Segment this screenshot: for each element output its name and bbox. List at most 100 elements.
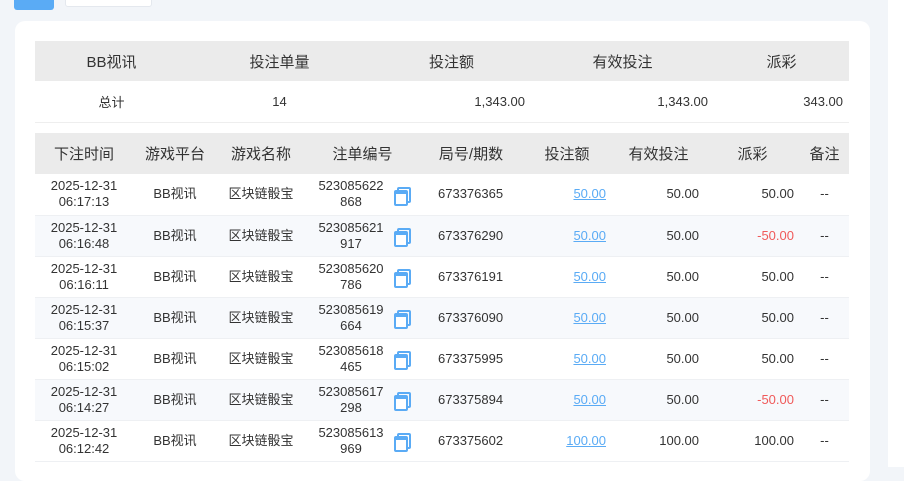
bet-id-part2: 298 (340, 399, 362, 415)
table-row: 2025-12-31 06:17:13 BB视讯 区块链骰宝 523085622 8… (35, 174, 849, 216)
summary-total-label: 总计 (35, 81, 188, 123)
bet-clock: 06:17:13 (58, 194, 110, 210)
copy-icon[interactable] (393, 351, 411, 370)
valid-bet: 50.00 (612, 338, 705, 380)
payout: 50.00 (705, 174, 800, 216)
copy-icon[interactable] (393, 269, 411, 288)
bet-time: 2025-12-31 06:16:11 (35, 256, 133, 298)
note: -- (800, 379, 849, 421)
bet-clock: 06:15:02 (58, 358, 110, 374)
copy-icon[interactable] (393, 392, 411, 411)
summary-header-bet: 投注额 (371, 41, 531, 81)
bet-id-part1: 523085617 (318, 383, 384, 399)
bet-id-part2: 917 (340, 235, 362, 251)
note: -- (800, 256, 849, 298)
note: -- (800, 297, 849, 339)
bet-clock: 06:12:42 (58, 440, 110, 456)
header-platform: 游戏平台 (133, 133, 217, 174)
header-game-name: 游戏名称 (217, 133, 305, 174)
game-name: 区块链骰宝 (217, 420, 305, 462)
copy-icon[interactable] (393, 228, 411, 247)
game-name: 区块链骰宝 (217, 256, 305, 298)
bet-amount-link[interactable]: 50.00 (573, 186, 606, 202)
summary-payout: 343.00 (714, 81, 849, 123)
round-number: 673375894 (420, 379, 522, 421)
platform: BB视讯 (133, 379, 217, 421)
note: -- (800, 420, 849, 462)
copy-icon[interactable] (393, 186, 411, 206)
scrollbar[interactable] (888, 0, 904, 467)
game-name: 区块链骰宝 (217, 379, 305, 421)
bet-id-part1: 523085613 (318, 424, 384, 440)
payout: 50.00 (705, 297, 800, 339)
bet-time: 2025-12-31 06:12:42 (35, 420, 133, 462)
summary-table: BB视讯 投注单量 投注额 有效投注 派彩 总计 14 1,343.00 1,3… (35, 41, 849, 123)
valid-bet: 50.00 (612, 215, 705, 257)
copy-icon[interactable] (393, 433, 411, 452)
table-row: 2025-12-31 06:16:48 BB视讯 区块链骰宝 523085621 9… (35, 215, 849, 257)
table-row: 2025-12-31 06:15:02 BB视讯 区块链骰宝 523085618 4… (35, 338, 849, 380)
table-row: 2025-12-31 06:12:42 BB视讯 区块链骰宝 523085613 9… (35, 420, 849, 462)
note: -- (800, 215, 849, 257)
table-row: 2025-12-31 06:16:11 BB视讯 区块链骰宝 523085620 7… (35, 256, 849, 298)
game-name: 区块链骰宝 (217, 297, 305, 339)
platform: BB视讯 (133, 297, 217, 339)
summary-count: 14 (188, 81, 371, 123)
bet-amount-link[interactable]: 50.00 (573, 391, 606, 407)
platform: BB视讯 (133, 215, 217, 257)
summary-valid: 1,343.00 (531, 81, 714, 123)
header-bet-time: 下注时间 (35, 133, 133, 174)
bet-id-part1: 523085621 (318, 219, 384, 235)
payout: -50.00 (705, 215, 800, 257)
bet-time: 2025-12-31 06:15:02 (35, 338, 133, 380)
valid-bet: 50.00 (612, 297, 705, 339)
bet-clock: 06:15:37 (58, 317, 110, 333)
bet-amount-link[interactable]: 50.00 (573, 309, 606, 325)
bet-amount-link[interactable]: 100.00 (566, 432, 606, 448)
tab-button-active[interactable] (14, 0, 54, 10)
bet-id-cell: 523085622 868 (305, 174, 420, 216)
platform: BB视讯 (133, 256, 217, 298)
round-number: 673375602 (420, 420, 522, 462)
bet-time: 2025-12-31 06:17:13 (35, 174, 133, 216)
bet-id-part2: 786 (340, 276, 362, 292)
platform: BB视讯 (133, 420, 217, 462)
bet-id-part2: 868 (340, 194, 362, 210)
bet-id-cell: 523085618 465 (305, 338, 420, 380)
summary-header-payout: 派彩 (714, 41, 849, 81)
bet-id-cell: 523085617 298 (305, 379, 420, 421)
platform: BB视讯 (133, 338, 217, 380)
copy-icon[interactable] (393, 310, 411, 329)
bet-id-part1: 523085619 (318, 301, 384, 317)
valid-bet: 50.00 (612, 379, 705, 421)
header-note: 备注 (800, 133, 849, 174)
bet-amount-link[interactable]: 50.00 (573, 268, 606, 284)
bet-amount-link[interactable]: 50.00 (573, 227, 606, 243)
note: -- (800, 174, 849, 216)
header-payout: 派彩 (705, 133, 800, 174)
bet-id-cell: 523085613 969 (305, 420, 420, 462)
round-number: 673376090 (420, 297, 522, 339)
payout: 50.00 (705, 256, 800, 298)
bet-id-part1: 523085618 (318, 342, 384, 358)
bet-id-part2: 969 (340, 440, 362, 456)
game-name: 区块链骰宝 (217, 174, 305, 216)
bet-date: 2025-12-31 (50, 260, 118, 276)
bet-clock: 06:14:27 (58, 399, 110, 415)
payout: -50.00 (705, 379, 800, 421)
bet-clock: 06:16:11 (59, 276, 109, 292)
round-number: 673375995 (420, 338, 522, 380)
bet-time: 2025-12-31 06:15:37 (35, 297, 133, 339)
tab-button[interactable] (65, 0, 152, 7)
bet-time: 2025-12-31 06:14:27 (35, 379, 133, 421)
payout: 100.00 (705, 420, 800, 462)
payout: 50.00 (705, 338, 800, 380)
bet-amount-link[interactable]: 50.00 (573, 350, 606, 366)
round-number: 673376365 (420, 174, 522, 216)
bet-id-part1: 523085620 (318, 260, 384, 276)
summary-bet: 1,343.00 (371, 81, 531, 123)
bet-id-cell: 523085620 786 (305, 256, 420, 298)
bet-clock: 06:16:48 (58, 235, 110, 251)
bet-date: 2025-12-31 (50, 178, 118, 194)
header-round: 局号/期数 (420, 133, 522, 174)
